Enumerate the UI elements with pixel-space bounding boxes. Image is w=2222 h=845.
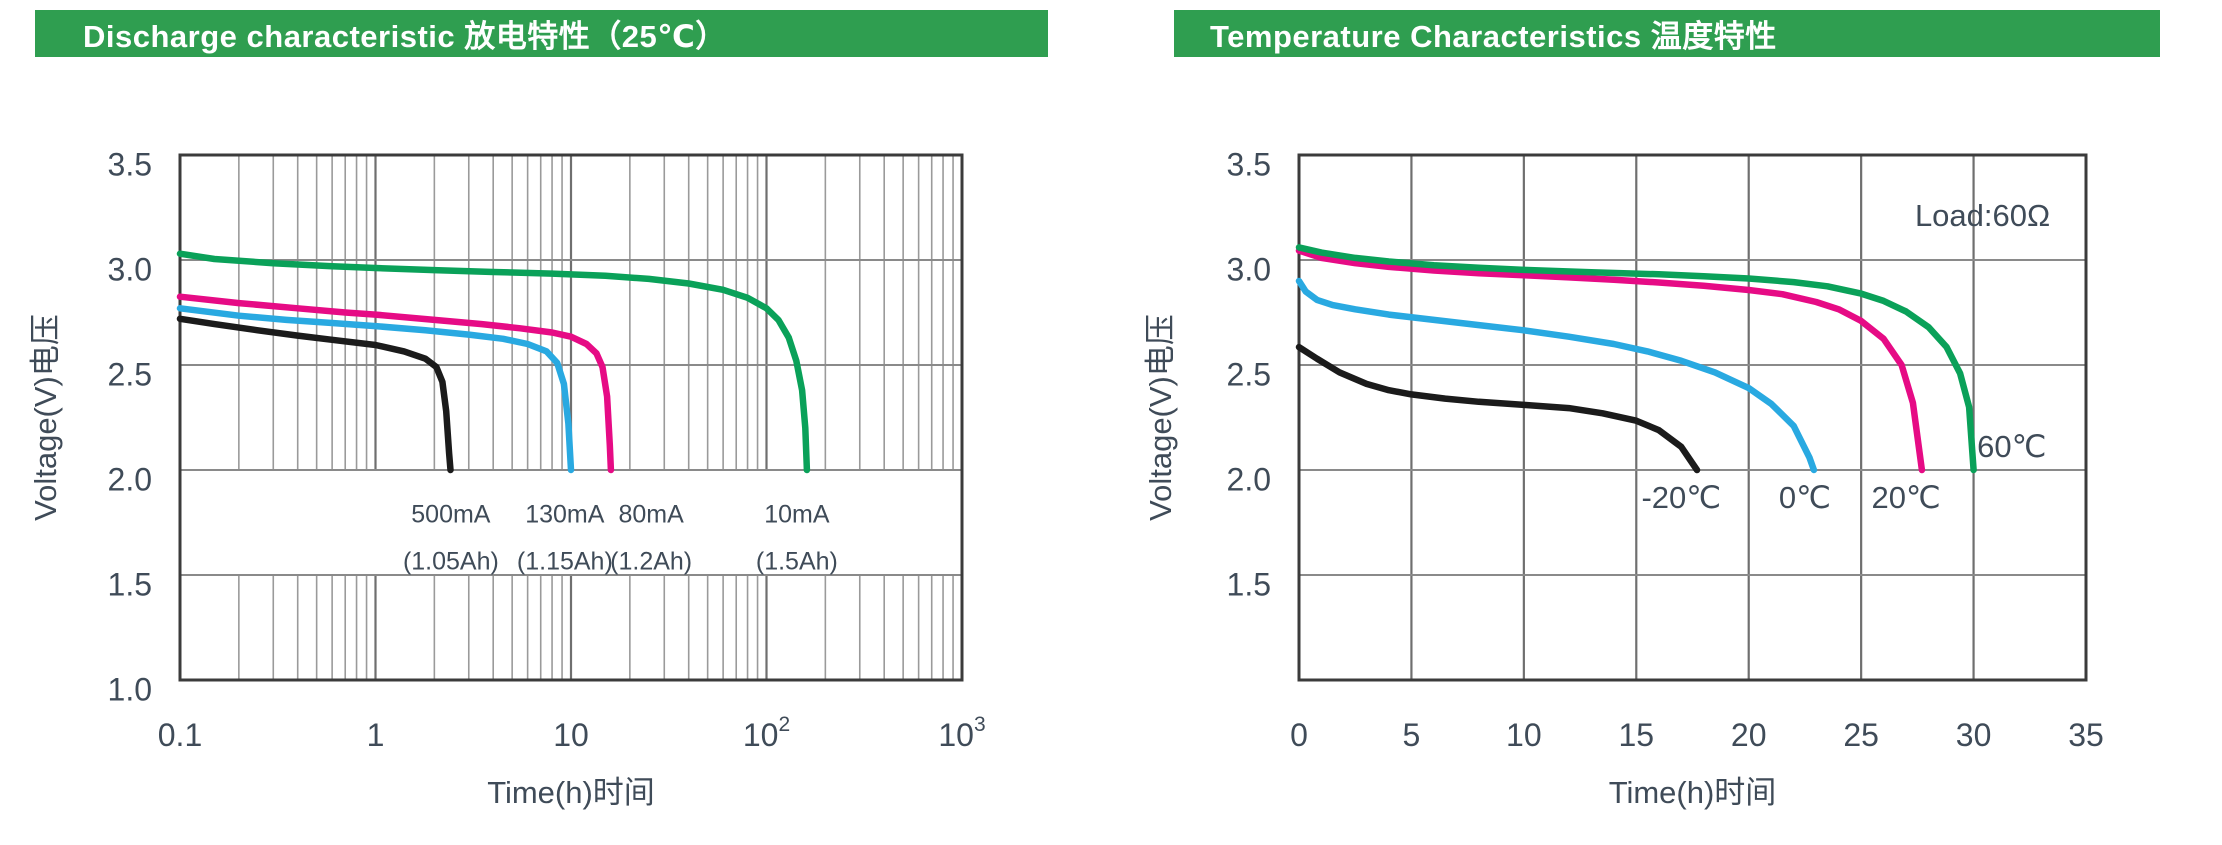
x-tick-label: 20 (1731, 717, 1767, 753)
x-tick-label: 35 (2068, 717, 2104, 753)
grid (180, 155, 962, 680)
x-tick-label: 0 (1290, 717, 1308, 753)
x-tick-label: 15 (1618, 717, 1654, 753)
annotation-130mA: 130mA (525, 501, 605, 529)
y-tick-label: 2.5 (1227, 356, 1271, 392)
y-axis-title: Voltage(V)电压 (1143, 314, 1178, 521)
y-tick-label: 1.5 (1227, 566, 1271, 602)
y-tick-label: 2.0 (1227, 461, 1271, 497)
curve-10mA (176, 250, 811, 474)
x-tick-label: 103 (938, 713, 985, 753)
x-tick-label: 10 (1506, 717, 1542, 753)
annotation-Load60: Load:60Ω (1915, 198, 2050, 233)
annotation-60: 60℃ (1977, 429, 2046, 464)
curve--20 (1295, 343, 1701, 474)
y-tick-label: 3.0 (108, 251, 152, 287)
temperature-characteristics-chart: 3.5 3.0 2.5 2.0 1.5 0 5 10 15 20 25 30 35 Time(h)时间 Vo… (1143, 146, 2104, 810)
x-tick-label: 0.1 (158, 717, 202, 753)
annotation-15Ah: (1.5Ah) (756, 548, 838, 576)
y-tick-label: 1.5 (108, 566, 152, 602)
curve-0 (1295, 277, 1818, 474)
curve-500mA (176, 315, 454, 474)
discharge-chart-title: Discharge characteristic 放电特性（25℃） (83, 19, 727, 54)
x-tick-label: 10 (553, 717, 589, 753)
x-tick-label: 102 (743, 713, 790, 753)
curve-20 (1295, 247, 1926, 474)
annotation-0: 0℃ (1779, 480, 1831, 515)
annotation-12Ah: (1.2Ah) (610, 548, 692, 576)
y-tick-label: 3.0 (1227, 251, 1271, 287)
temperature-chart-title: Temperature Characteristics 温度特性 (1210, 19, 1777, 54)
curve-130mA (176, 305, 575, 474)
x-axis-title: Time(h)时间 (487, 775, 655, 810)
temperature-chart-title-bar: Temperature Characteristics 温度特性 (1174, 10, 2160, 57)
y-axis-title: Voltage(V)电压 (28, 314, 63, 521)
x-tick-label: 1 (367, 717, 385, 753)
annotation-20: 20℃ (1871, 480, 1940, 515)
x-axis-title: Time(h)时间 (1609, 775, 1777, 810)
plot-frame (1297, 153, 2088, 682)
annotation--20: -20℃ (1641, 480, 1721, 515)
curves (176, 250, 811, 474)
annotation-115Ah: (1.15Ah) (517, 548, 613, 576)
plot-frame (178, 153, 964, 682)
discharge-chart-title-bar: Discharge characteristic 放电特性（25℃） (35, 10, 1048, 57)
curve-60 (1295, 244, 1977, 474)
y-tick-label: 2.5 (108, 356, 152, 392)
grid (1299, 155, 2086, 680)
x-tick-label: 5 (1403, 717, 1421, 753)
y-tick-label: 3.5 (108, 146, 152, 182)
annotation-105Ah: (1.05Ah) (403, 548, 499, 576)
y-tick-label: 3.5 (1227, 146, 1271, 182)
y-tick-label: 2.0 (108, 461, 152, 497)
x-tick-label: 30 (1956, 717, 1992, 753)
x-tick-label: 25 (1843, 717, 1879, 753)
discharge-characteristic-chart: 3.5 3.0 2.5 2.0 1.5 1.00.1 1 10 102 103 Time(h)时间 V… (28, 146, 986, 810)
annotation-10mA: 10mA (764, 501, 830, 529)
curve-80mA (176, 293, 615, 474)
y-tick-label: 1.0 (108, 671, 152, 707)
annotation-500mA: 500mA (411, 501, 491, 529)
annotation-80mA: 80mA (618, 501, 684, 529)
curves (1295, 244, 1977, 474)
